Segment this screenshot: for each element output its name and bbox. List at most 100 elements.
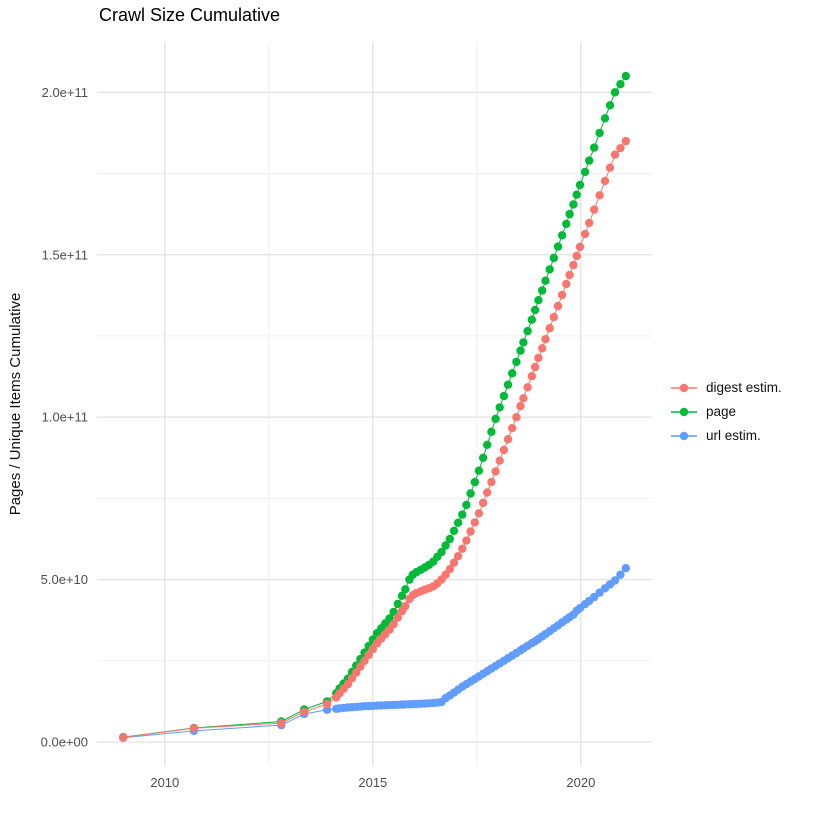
series-page-point [519,338,528,347]
series-digest-estim-point [458,544,467,553]
series-page-point [474,466,484,475]
series-digest-estim-point [352,668,361,677]
series-digest-estim-point [508,424,517,433]
series-digest-estim-point [595,191,604,200]
series-digest-estim-point [605,163,615,172]
x-tick-label: 2015 [358,775,387,790]
series-page-point [397,591,407,600]
series-digest-estim-point [553,301,563,311]
series-page-point [478,453,488,462]
series-page-point [600,114,610,123]
series-digest-estim-point [364,650,373,660]
series-digest-estim-point [189,724,199,733]
x-tick-label: 2010 [150,775,179,790]
series-url-estim-point [610,576,620,585]
series-page-point [441,541,450,550]
chart-title: Crawl Size Cumulative [99,5,281,25]
series-page-point [487,427,496,436]
legend-item-label: digest estim. [706,380,782,395]
series-digest-estim-point [538,344,547,353]
series-page-point [437,547,446,557]
series-digest-estim-point [277,718,286,728]
y-tick-label: 2.0e+11 [42,85,88,100]
series-digest-estim-point [343,679,353,689]
y-tick-label: 5.0e+10 [41,572,88,587]
series-page-point [575,180,585,190]
series-url-estim-point [322,705,332,714]
series-digest-estim-point [300,707,309,716]
series-page-point [534,296,543,305]
series-page-point [572,190,581,199]
series-page-point [445,534,454,544]
series-digest-estim-point [600,176,610,186]
legend-key-dot [679,431,689,440]
series-digest-estim-point [616,144,625,153]
series-digest-estim-point [449,558,459,567]
legend-item-digest-estim: digest estim. [670,380,782,395]
series-digest-estim-point [495,456,504,465]
series-page-point [538,286,547,295]
series-page-point [549,253,558,263]
series-digest-estim-point [503,435,513,444]
legend-key-dot [679,407,689,416]
series-digest-estim-point [569,260,578,270]
series-digest-estim-point [453,552,463,561]
series-page-point [516,346,525,355]
series-digest-estim-point [590,205,599,214]
series-digest-estim-point [523,383,532,392]
series-page-point [508,369,517,378]
series-digest-estim-point [393,613,402,622]
series-page-point [512,357,521,367]
series-digest-estim-point [487,477,496,487]
series-page-point [530,305,540,315]
series-page-point [401,585,410,594]
series-digest-estim-point [322,699,332,709]
series-digest-estim-point [478,498,488,508]
series-digest-estim-point [512,413,521,422]
series-page-point [466,489,475,498]
y-tick-label: 1.5e+11 [42,247,88,262]
series-digest-estim-point [530,362,540,372]
series-digest-estim-point [401,602,410,611]
series-url-estim-line [123,567,627,739]
series-digest-estim-point [549,312,558,322]
x-tick-label: 2020 [566,775,595,790]
series-page-point [545,265,554,274]
series-digest-estim-point [572,251,581,261]
series-page-point [449,526,459,535]
series-digest-estim-point [516,401,525,411]
y-tick-label: 1.0e+11 [42,410,88,425]
series-page-point [503,380,513,389]
legend-item-label: url estim. [706,428,761,443]
series-page-point [621,71,630,81]
series-digest-estim-point [445,565,454,574]
series-digest-estim-point [610,150,620,159]
series-page-point [585,156,594,165]
series-page-point [605,101,615,110]
series-page-point [470,477,479,487]
series-digest-estim-point [557,290,567,300]
legend: digest estim. page url estim. [670,380,782,443]
series-digest-estim-point [499,445,509,455]
series-url-estim-point [616,570,625,579]
series-digest-estim-point [470,518,479,527]
series-digest-estim-point [491,467,500,476]
series-digest-estim-point [483,488,492,497]
series-page-point [527,315,536,324]
legend-item-label: page [706,404,737,419]
series-digest-estim-point [534,353,543,363]
series-page-point [590,143,599,152]
series-digest-estim-point [360,656,369,665]
series-page-point [580,167,590,177]
series-page-point [458,510,467,519]
series-page-point [491,414,500,423]
series-digest-estim-point [466,527,475,536]
y-tick-label: 0.0e+00 [41,734,88,749]
series-page-point [557,231,567,240]
series-page-point [393,599,402,609]
series-page-point [483,440,492,449]
series-digest-estim-point [347,674,357,683]
series-digest-estim-point [519,394,528,403]
